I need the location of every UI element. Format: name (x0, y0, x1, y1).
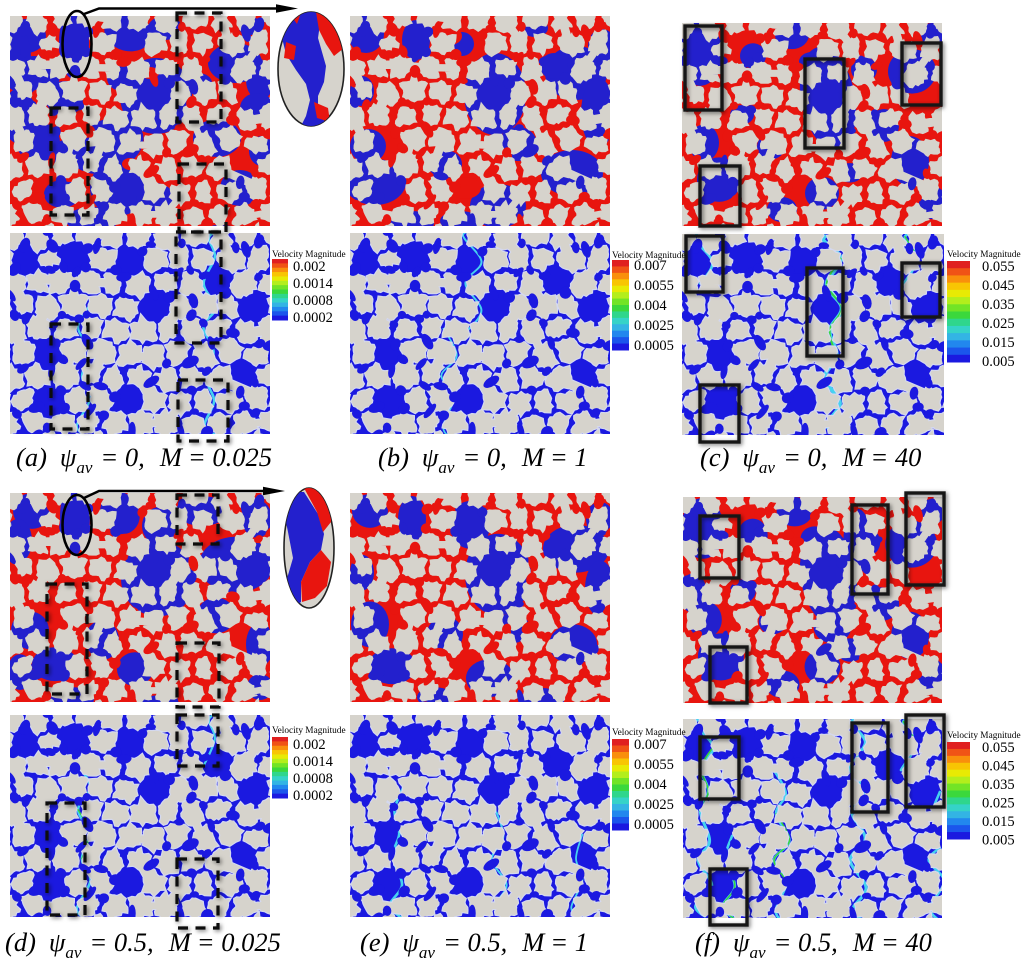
svg-text:0.0055: 0.0055 (634, 757, 674, 773)
svg-text:0.055: 0.055 (982, 259, 1015, 275)
svg-text:Velocity Magnitude: Velocity Magnitude (272, 726, 346, 736)
svg-text:0.0002: 0.0002 (293, 310, 333, 326)
svg-text:0.0014: 0.0014 (293, 754, 334, 770)
svg-text:0.015: 0.015 (982, 335, 1015, 351)
svg-text:Velocity Magnitude: Velocity Magnitude (947, 250, 1021, 260)
svg-text:0.0025: 0.0025 (634, 318, 674, 334)
svg-text:(f)ψav= 0.5,M= 40: (f) ψav = 0.5, M = 40 (695, 927, 932, 962)
svg-text:Velocity Magnitude: Velocity Magnitude (272, 250, 346, 260)
svg-text:0.0008: 0.0008 (293, 293, 333, 309)
svg-text:0.0005: 0.0005 (634, 338, 674, 354)
svg-text:0.0005: 0.0005 (634, 817, 674, 833)
svg-text:0.0014: 0.0014 (293, 276, 334, 292)
svg-text:0.045: 0.045 (982, 759, 1015, 775)
svg-text:0.035: 0.035 (982, 297, 1015, 313)
svg-text:0.007: 0.007 (634, 737, 667, 753)
svg-text:Velocity Magnitude: Velocity Magnitude (612, 728, 686, 738)
svg-text:0.015: 0.015 (982, 814, 1015, 830)
svg-text:0.005: 0.005 (982, 833, 1015, 849)
svg-text:0.005: 0.005 (982, 354, 1015, 370)
svg-text:0.055: 0.055 (982, 740, 1015, 756)
svg-text:0.007: 0.007 (634, 258, 667, 274)
svg-text:0.0008: 0.0008 (293, 771, 333, 787)
svg-text:0.045: 0.045 (982, 278, 1015, 294)
svg-text:0.025: 0.025 (982, 316, 1015, 332)
svg-text:0.0002: 0.0002 (293, 788, 333, 804)
svg-text:(a)ψav= 0,M= 0.025: (a) ψav = 0, M = 0.025 (16, 442, 272, 477)
svg-text:0.035: 0.035 (982, 777, 1015, 793)
svg-text:0.0055: 0.0055 (634, 278, 674, 294)
svg-text:0.004: 0.004 (634, 298, 667, 314)
svg-text:(d)ψav= 0.5,M= 0.025: (d) ψav = 0.5, M = 0.025 (5, 927, 281, 962)
svg-text:0.002: 0.002 (293, 259, 326, 275)
svg-text:Velocity Magnitude: Velocity Magnitude (612, 251, 686, 261)
svg-text:0.004: 0.004 (634, 777, 667, 793)
svg-text:0.0025: 0.0025 (634, 797, 674, 813)
svg-text:0.002: 0.002 (293, 737, 326, 753)
svg-text:0.025: 0.025 (982, 796, 1015, 812)
svg-text:Velocity Magnitude: Velocity Magnitude (947, 731, 1021, 741)
